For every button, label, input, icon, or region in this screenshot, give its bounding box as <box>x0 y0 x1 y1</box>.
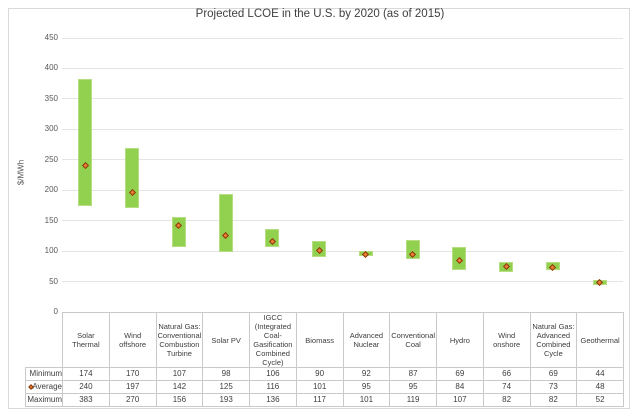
gridline <box>62 159 623 161</box>
table-value-cell: 95 <box>342 380 391 394</box>
row-label-maximum: Maximum <box>25 393 63 407</box>
table-header-cell: Natural Gas: Advanced Combined Cycle <box>529 312 578 368</box>
table-value-cell: 74 <box>482 380 531 394</box>
table-value-cell: 84 <box>436 380 484 394</box>
chart-data-table: Solar Thermal Wind offshore Natural Gas: C… <box>25 312 624 407</box>
table-value-cell: 197 <box>108 380 157 394</box>
table-value-cell: 240 <box>62 380 110 394</box>
gridline <box>62 189 623 191</box>
table-value-cell: 90 <box>295 367 344 381</box>
table-header-row: Solar Thermal Wind offshore Natural Gas: C… <box>26 312 624 368</box>
table-value-cell: 270 <box>108 393 157 407</box>
range-bar <box>78 78 93 207</box>
table-value-cell: 193 <box>202 393 250 407</box>
table-value-cell: 92 <box>342 367 391 381</box>
table-corner-blank <box>26 313 63 368</box>
gridline <box>62 128 623 130</box>
table-value-cell: 52 <box>576 393 624 407</box>
table-header-cell: Wind offshore <box>108 312 157 368</box>
table-value-cell: 116 <box>249 380 297 394</box>
table-header-cell: Natural Gas: Conventional Combustion Tur… <box>155 312 204 368</box>
y-tick-label: 200 <box>44 185 58 195</box>
table-value-cell: 156 <box>155 393 204 407</box>
y-tick-label: 0 <box>53 307 58 316</box>
legend-average-diamond-icon <box>28 383 34 390</box>
y-tick-label: 350 <box>44 93 58 103</box>
table-value-cell: 142 <box>155 380 204 394</box>
gridline <box>62 98 623 100</box>
y-tick-label: 150 <box>44 215 58 225</box>
table-value-cell: 119 <box>389 393 437 407</box>
table-value-cell: 82 <box>529 393 578 407</box>
table-value-cell: 117 <box>295 393 344 407</box>
range-bar <box>125 147 140 209</box>
y-tick-label: 450 <box>44 33 58 42</box>
gridline <box>62 281 623 283</box>
table-value-cell: 136 <box>249 393 297 407</box>
table-header-cell: Advanced Nuclear <box>342 312 391 368</box>
gridline <box>62 67 623 69</box>
chart-title: Projected LCOE in the U.S. by 2020 (as o… <box>195 8 445 20</box>
table-header-cell: Conventional Coal <box>389 312 437 368</box>
table-value-cell: 48 <box>576 380 624 394</box>
table-value-cell: 95 <box>389 380 437 394</box>
gridline <box>62 220 623 222</box>
table-value-cell: 87 <box>389 367 437 381</box>
table-value-cell: 101 <box>295 380 344 394</box>
table-header-cell: Geothermal <box>576 312 624 368</box>
table-value-cell: 125 <box>202 380 250 394</box>
table-value-cell: 44 <box>576 367 624 381</box>
table-header-cell: Wind onshore <box>482 312 531 368</box>
table-value-cell: 107 <box>436 393 484 407</box>
gridline <box>62 37 623 39</box>
table-value-cell: 82 <box>482 393 531 407</box>
row-label-average: Average <box>25 380 63 394</box>
y-tick-label: 50 <box>49 276 58 286</box>
table-header-cell: Solar Thermal <box>62 312 110 368</box>
table-value-cell: 170 <box>108 367 157 381</box>
y-tick-label: 400 <box>44 63 58 73</box>
table-value-cell: 383 <box>62 393 110 407</box>
table-value-cell: 98 <box>202 367 250 381</box>
table-header-cell: IGCC (Integrated Coal-Gasification Combi… <box>249 312 297 368</box>
table-value-cell: 69 <box>436 367 484 381</box>
row-label-minimum: Minimum <box>25 367 63 381</box>
table-header-cell: Biomass <box>295 312 344 368</box>
y-tick-label: 100 <box>44 246 58 256</box>
table-row-maximum: Maximum 383 270 156 193 136 117 101 119 107 82 82 52 <box>25 393 624 407</box>
table-value-cell: 106 <box>249 367 297 381</box>
table-row-minimum: Minimum 174 170 107 98 106 90 92 87 69 66 69 44 <box>25 367 624 381</box>
table-value-cell: 69 <box>529 367 578 381</box>
table-header-cell: Hydro <box>436 312 484 368</box>
y-tick-label: 300 <box>44 124 58 134</box>
table-value-cell: 73 <box>529 380 578 394</box>
table-value-cell: 107 <box>155 367 204 381</box>
y-tick-label: 250 <box>44 154 58 164</box>
table-value-cell: 101 <box>342 393 391 407</box>
gridline <box>62 250 623 252</box>
table-value-cell: 66 <box>482 367 531 381</box>
range-bar <box>218 194 233 253</box>
table-header-cell: Solar PV <box>202 312 250 368</box>
table-row-average: Average 240 197 142 125 116 101 95 95 84 74 73 48 <box>25 380 624 394</box>
table-value-cell: 174 <box>62 367 110 381</box>
chart-border-frame <box>8 8 630 409</box>
